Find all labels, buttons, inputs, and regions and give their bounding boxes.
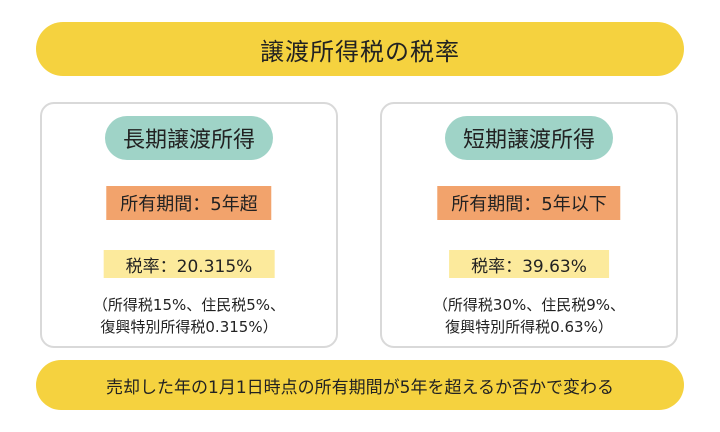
long-term-card: 長期譲渡所得 所有期間：5年超 税率：20.315% （所得税15%、住民税5%…	[40, 102, 338, 348]
short-term-breakdown-line2: 復興特別所得税0.63%）	[445, 318, 613, 336]
short-term-breakdown-line1: （所得税30%、住民税9%、	[432, 296, 626, 314]
title-banner: 譲渡所得税の税率	[36, 22, 684, 76]
long-term-breakdown-line1: （所得税15%、住民税5%、	[92, 296, 286, 314]
long-term-period: 所有期間：5年超	[106, 186, 272, 220]
long-term-heading: 長期譲渡所得	[104, 116, 274, 160]
short-term-card: 短期譲渡所得 所有期間：5年以下 税率：39.63% （所得税30%、住民税9%…	[380, 102, 678, 348]
long-term-breakdown-line2: 復興特別所得税0.315%）	[100, 318, 278, 336]
footer-text: 売却した年の1月1日時点の所有期間が5年を超えるか否かで変わる	[106, 377, 614, 398]
short-term-heading: 短期譲渡所得	[444, 116, 614, 160]
short-term-rate: 税率：39.63%	[449, 250, 609, 278]
long-term-rate: 税率：20.315%	[103, 250, 275, 278]
short-term-breakdown: （所得税30%、住民税9%、 復興特別所得税0.63%）	[382, 294, 676, 338]
footer-banner: 売却した年の1月1日時点の所有期間が5年を超えるか否かで変わる	[36, 360, 684, 410]
long-term-breakdown: （所得税15%、住民税5%、 復興特別所得税0.315%）	[42, 294, 336, 338]
diagram-title: 譲渡所得税の税率	[260, 37, 460, 66]
short-term-period: 所有期間：5年以下	[437, 186, 621, 220]
